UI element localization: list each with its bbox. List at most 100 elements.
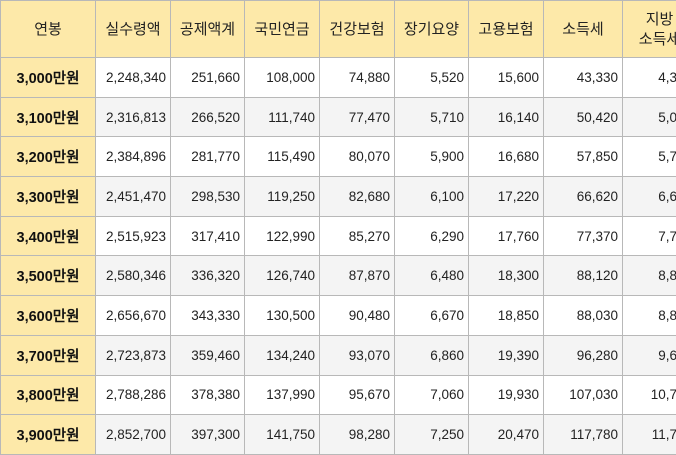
header-local-income-tax-label: 지방 소득세 bbox=[639, 10, 676, 48]
long-term-care-cell: 6,670 bbox=[395, 296, 469, 336]
income-tax-cell: 88,030 bbox=[544, 296, 623, 336]
long-term-care-cell: 5,900 bbox=[395, 137, 469, 177]
national-pension-cell: 111,740 bbox=[245, 97, 320, 137]
long-term-care-cell: 6,100 bbox=[395, 177, 469, 217]
long-term-care-cell: 7,250 bbox=[395, 415, 469, 455]
salary-cell: 3,600만원 bbox=[1, 296, 96, 336]
long-term-care-cell: 5,520 bbox=[395, 58, 469, 98]
salary-cell: 3,400만원 bbox=[1, 216, 96, 256]
health-insurance-cell: 77,470 bbox=[320, 97, 395, 137]
total-deduction-cell: 397,300 bbox=[171, 415, 245, 455]
income-tax-cell: 57,850 bbox=[544, 137, 623, 177]
national-pension-cell: 141,750 bbox=[245, 415, 320, 455]
income-tax-cell: 43,330 bbox=[544, 58, 623, 98]
local-income-tax-cell: 5,780 bbox=[623, 137, 676, 177]
national-pension-cell: 126,740 bbox=[245, 256, 320, 296]
local-income-tax-cell: 9,620 bbox=[623, 335, 676, 375]
local-income-tax-cell: 5,040 bbox=[623, 97, 676, 137]
net-pay-cell: 2,248,340 bbox=[96, 58, 171, 98]
national-pension-cell: 134,240 bbox=[245, 335, 320, 375]
salary-cell: 3,200만원 bbox=[1, 137, 96, 177]
long-term-care-cell: 6,480 bbox=[395, 256, 469, 296]
income-tax-cell: 117,780 bbox=[544, 415, 623, 455]
income-tax-cell: 88,120 bbox=[544, 256, 623, 296]
net-pay-cell: 2,788,286 bbox=[96, 375, 171, 415]
employment-insurance-cell: 19,390 bbox=[469, 335, 544, 375]
employment-insurance-cell: 18,300 bbox=[469, 256, 544, 296]
total-deduction-cell: 266,520 bbox=[171, 97, 245, 137]
salary-cell: 3,000만원 bbox=[1, 58, 96, 98]
net-pay-cell: 2,656,670 bbox=[96, 296, 171, 336]
net-pay-cell: 2,451,470 bbox=[96, 177, 171, 217]
employment-insurance-cell: 20,470 bbox=[469, 415, 544, 455]
net-pay-cell: 2,515,923 bbox=[96, 216, 171, 256]
health-insurance-cell: 80,070 bbox=[320, 137, 395, 177]
header-long-term-care: 장기요양 bbox=[395, 1, 469, 58]
header-salary: 연봉 bbox=[1, 1, 96, 58]
total-deduction-cell: 281,770 bbox=[171, 137, 245, 177]
salary-cell: 3,900만원 bbox=[1, 415, 96, 455]
employment-insurance-cell: 18,850 bbox=[469, 296, 544, 336]
income-tax-cell: 50,420 bbox=[544, 97, 623, 137]
income-tax-cell: 107,030 bbox=[544, 375, 623, 415]
income-tax-cell: 96,280 bbox=[544, 335, 623, 375]
header-total-deduction: 공제액계 bbox=[171, 1, 245, 58]
national-pension-cell: 130,500 bbox=[245, 296, 320, 336]
total-deduction-cell: 317,410 bbox=[171, 216, 245, 256]
total-deduction-cell: 336,320 bbox=[171, 256, 245, 296]
long-term-care-cell: 6,860 bbox=[395, 335, 469, 375]
employment-insurance-cell: 19,930 bbox=[469, 375, 544, 415]
total-deduction-cell: 343,330 bbox=[171, 296, 245, 336]
health-insurance-cell: 98,280 bbox=[320, 415, 395, 455]
header-national-pension: 국민연금 bbox=[245, 1, 320, 58]
local-income-tax-cell: 10,700 bbox=[623, 375, 676, 415]
total-deduction-cell: 378,380 bbox=[171, 375, 245, 415]
salary-cell: 3,300만원 bbox=[1, 177, 96, 217]
national-pension-cell: 122,990 bbox=[245, 216, 320, 256]
employment-insurance-cell: 15,600 bbox=[469, 58, 544, 98]
header-row: 연봉 실수령액 공제액계 국민연금 건강보험 장기요양 고용보험 소득세 지방 … bbox=[1, 1, 676, 58]
salary-cell: 3,800만원 bbox=[1, 375, 96, 415]
header-net-pay: 실수령액 bbox=[96, 1, 171, 58]
employment-insurance-cell: 16,680 bbox=[469, 137, 544, 177]
net-pay-cell: 2,580,346 bbox=[96, 256, 171, 296]
employment-insurance-cell: 16,140 bbox=[469, 97, 544, 137]
header-local-income-tax: 지방 소득세 bbox=[623, 1, 676, 58]
national-pension-cell: 119,250 bbox=[245, 177, 320, 217]
health-insurance-cell: 85,270 bbox=[320, 216, 395, 256]
health-insurance-cell: 93,070 bbox=[320, 335, 395, 375]
long-term-care-cell: 7,060 bbox=[395, 375, 469, 415]
national-pension-cell: 137,990 bbox=[245, 375, 320, 415]
local-income-tax-cell: 11,770 bbox=[623, 415, 676, 455]
total-deduction-cell: 251,660 bbox=[171, 58, 245, 98]
national-pension-cell: 108,000 bbox=[245, 58, 320, 98]
income-tax-cell: 66,620 bbox=[544, 177, 623, 217]
total-deduction-cell: 298,530 bbox=[171, 177, 245, 217]
total-deduction-cell: 359,460 bbox=[171, 335, 245, 375]
employment-insurance-cell: 17,220 bbox=[469, 177, 544, 217]
health-insurance-cell: 82,680 bbox=[320, 177, 395, 217]
salary-cell: 3,700만원 bbox=[1, 335, 96, 375]
salary-cell: 3,100만원 bbox=[1, 97, 96, 137]
net-pay-cell: 2,384,896 bbox=[96, 137, 171, 177]
long-term-care-cell: 6,290 bbox=[395, 216, 469, 256]
health-insurance-cell: 87,870 bbox=[320, 256, 395, 296]
header-income-tax: 소득세 bbox=[544, 1, 623, 58]
net-pay-cell: 2,316,813 bbox=[96, 97, 171, 137]
health-insurance-cell: 90,480 bbox=[320, 296, 395, 336]
header-employment-insurance: 고용보험 bbox=[469, 1, 544, 58]
local-income-tax-cell: 4,330 bbox=[623, 58, 676, 98]
employment-insurance-cell: 17,760 bbox=[469, 216, 544, 256]
salary-cell: 3,500만원 bbox=[1, 256, 96, 296]
